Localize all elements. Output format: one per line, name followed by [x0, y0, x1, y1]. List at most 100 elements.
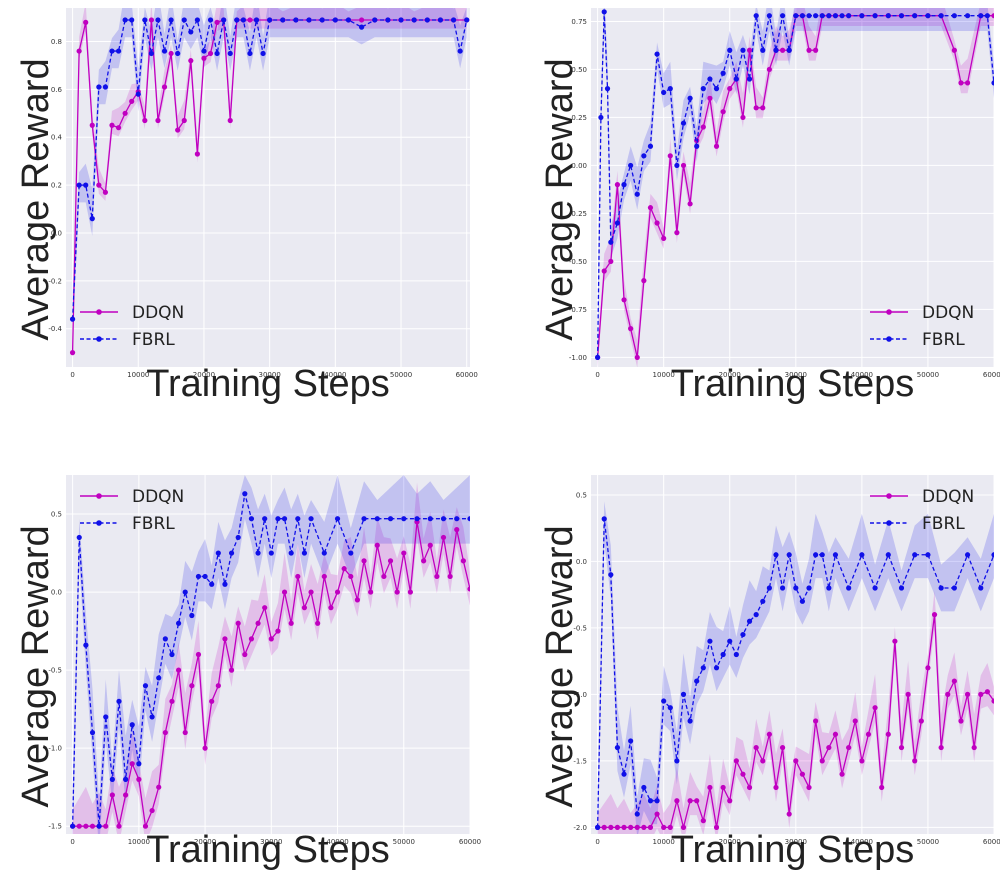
- x-tick-label: 10000: [653, 838, 675, 846]
- data-point-fbrl: [826, 13, 832, 19]
- y-tick-label: -0.4: [48, 325, 62, 333]
- data-point-ddqn: [407, 589, 413, 595]
- data-point-fbrl: [727, 47, 733, 53]
- x-tick-label: 20000: [194, 838, 216, 846]
- y-tick-label: 0.0: [576, 558, 587, 566]
- data-point-ddqn: [83, 19, 89, 25]
- data-point-ddqn: [773, 784, 779, 791]
- data-point-fbrl: [253, 17, 260, 23]
- data-point-ddqn: [647, 205, 654, 211]
- data-point-fbrl: [188, 29, 194, 35]
- data-point-ddqn: [209, 698, 215, 704]
- data-point-fbrl: [713, 86, 720, 92]
- data-point-ddqn: [951, 47, 957, 53]
- data-point-ddqn: [359, 17, 365, 23]
- data-point-ddqn: [148, 17, 154, 23]
- data-point-ddqn: [746, 47, 753, 53]
- data-point-fbrl: [109, 48, 115, 54]
- data-point-ddqn: [839, 771, 845, 777]
- data-point-fbrl: [306, 17, 312, 23]
- y-tick-label: -0.5: [48, 667, 62, 675]
- data-point-ddqn: [116, 823, 122, 829]
- data-point-fbrl: [96, 84, 102, 90]
- data-point-ddqn: [69, 350, 76, 356]
- data-point-ddqn: [440, 534, 447, 541]
- x-tick-label: 10000: [128, 838, 150, 846]
- y-tick-label: 0.6: [51, 86, 63, 94]
- data-point-ddqn: [713, 143, 720, 149]
- y-tick-label: 0.00: [571, 162, 587, 170]
- data-point-fbrl: [247, 50, 253, 57]
- data-point-ddqn: [601, 824, 607, 830]
- data-point-fbrl: [295, 516, 301, 522]
- band-fbrl: [597, 501, 994, 834]
- data-point-ddqn: [614, 824, 621, 830]
- data-point-ddqn: [654, 811, 660, 817]
- data-point-ddqn: [634, 354, 640, 361]
- data-point-ddqn: [733, 758, 739, 764]
- data-point-ddqn: [628, 824, 634, 830]
- data-point-fbrl: [687, 718, 693, 724]
- data-point-ddqn: [641, 278, 647, 284]
- data-point-ddqn: [760, 758, 766, 764]
- data-point-fbrl: [753, 612, 759, 618]
- data-point-fbrl: [401, 516, 407, 522]
- data-point-fbrl: [654, 798, 660, 804]
- data-point-fbrl: [766, 13, 772, 19]
- data-point-fbrl: [268, 550, 274, 556]
- data-point-ddqn: [779, 744, 786, 751]
- data-point-ddqn: [964, 691, 971, 697]
- data-point-fbrl: [713, 665, 720, 671]
- data-point-fbrl: [720, 70, 726, 76]
- data-point-fbrl: [647, 798, 654, 804]
- y-axis-label: Average Reward: [15, 525, 57, 807]
- data-point-ddqn: [667, 824, 673, 830]
- data-point-fbrl: [96, 823, 102, 829]
- data-point-fbrl: [255, 550, 261, 556]
- data-point-ddqn: [454, 527, 460, 533]
- data-point-ddqn: [700, 124, 706, 130]
- data-point-ddqn: [83, 823, 89, 829]
- data-point-ddqn: [201, 55, 207, 61]
- data-point-fbrl: [760, 598, 766, 604]
- data-point-fbrl: [450, 17, 457, 23]
- data-point-fbrl: [978, 13, 984, 19]
- data-point-ddqn: [753, 744, 759, 751]
- data-point-ddqn: [255, 620, 261, 626]
- data-point-ddqn: [76, 823, 82, 829]
- data-point-ddqn: [156, 784, 162, 790]
- data-point-ddqn: [288, 620, 294, 626]
- chart-panel-4: -2.0 -1.5 -1.0 -0.5 0.0 0.5 0 10000 20000 30000 40…: [539, 475, 1000, 871]
- data-point-fbrl: [398, 17, 404, 23]
- data-point-fbrl: [424, 17, 430, 23]
- data-point-fbrl: [385, 17, 391, 23]
- data-point-fbrl: [819, 13, 825, 19]
- data-point-fbrl: [103, 714, 109, 720]
- data-point-ddqn: [434, 573, 440, 580]
- data-point-fbrl: [799, 13, 806, 19]
- data-point-fbrl: [793, 13, 799, 19]
- data-point-fbrl: [228, 550, 235, 556]
- plot-area: [66, 8, 470, 367]
- data-point-ddqn: [188, 58, 194, 64]
- data-point-ddqn: [674, 798, 680, 804]
- x-axis-label: Training Steps: [671, 829, 915, 871]
- data-point-fbrl: [654, 51, 660, 57]
- data-point-fbrl: [687, 95, 693, 101]
- data-point-ddqn: [865, 731, 872, 737]
- data-point-fbrl: [773, 552, 779, 558]
- y-axis-label: Average Reward: [15, 58, 57, 340]
- data-point-fbrl: [925, 552, 931, 558]
- data-point-ddqn: [799, 771, 806, 777]
- data-point-ddqn: [235, 620, 241, 626]
- data-point-ddqn: [129, 761, 135, 767]
- legend-label-fbrl: FBRL: [922, 330, 965, 350]
- data-point-fbrl: [832, 13, 839, 19]
- data-point-fbrl: [234, 17, 240, 23]
- data-point-ddqn: [991, 698, 994, 704]
- data-point-ddqn: [207, 50, 214, 57]
- data-point-ddqn: [381, 573, 387, 580]
- data-layer: [595, 501, 994, 834]
- data-point-fbrl: [746, 76, 753, 82]
- data-point-fbrl: [601, 516, 607, 522]
